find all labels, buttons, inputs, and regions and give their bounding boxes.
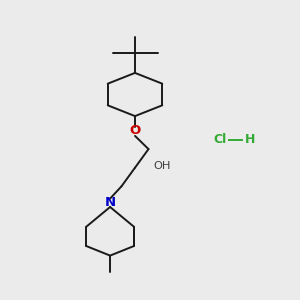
Text: N: N [104,196,116,209]
Text: Cl: Cl [214,133,227,146]
Text: OH: OH [154,161,171,171]
Text: H: H [245,133,256,146]
Text: O: O [129,124,141,137]
